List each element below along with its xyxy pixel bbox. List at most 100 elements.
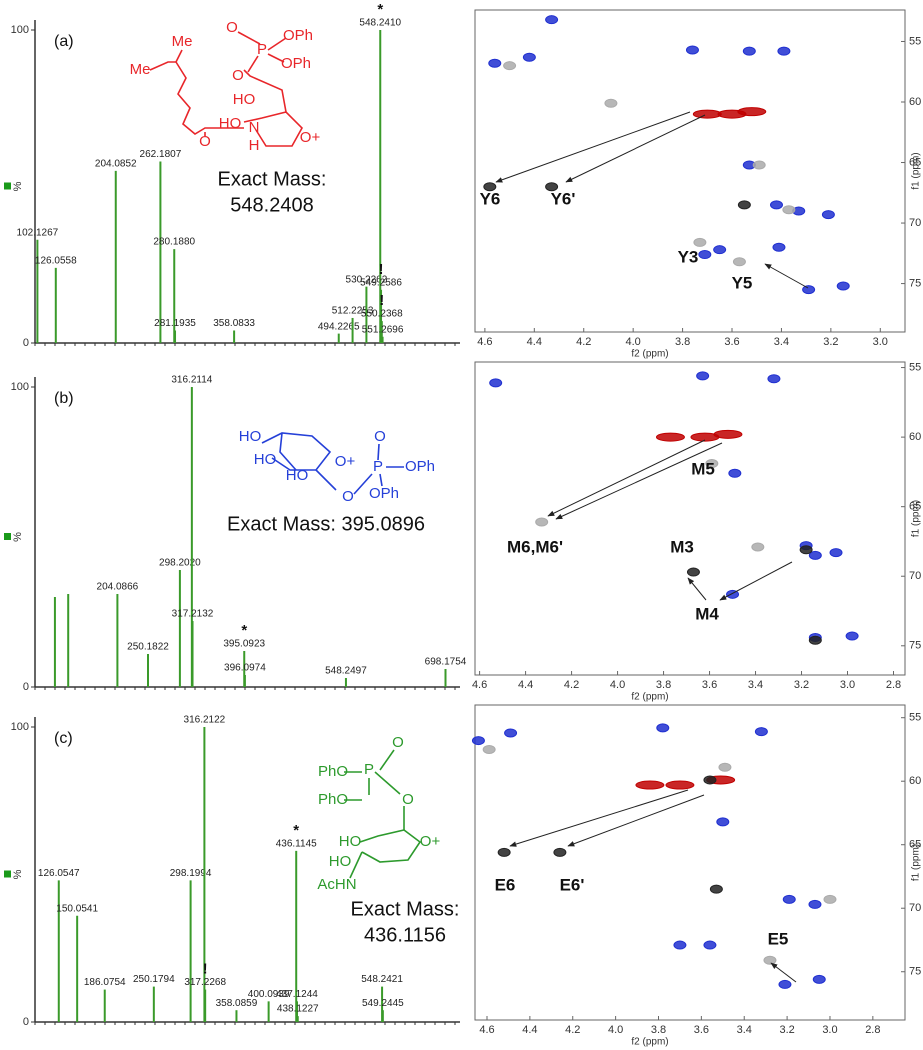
x-tick-label: 3.2 xyxy=(779,1024,794,1036)
peak-label: 548.2497 xyxy=(325,666,367,677)
peak-label: 551.2696 xyxy=(362,324,404,335)
x-tick-label: 4.6 xyxy=(477,336,492,348)
peak-label: 262.1807 xyxy=(140,149,182,160)
cross-peak xyxy=(686,567,700,577)
peak-label: 126.0558 xyxy=(35,256,77,267)
peak-label: 698.1754 xyxy=(425,657,467,668)
structure-label: HO xyxy=(233,91,256,108)
arrow xyxy=(687,577,707,601)
cross-peak xyxy=(732,257,746,267)
bond xyxy=(175,49,244,135)
peak-label: 126.0547 xyxy=(38,868,80,879)
x-tick-label: 4.4 xyxy=(527,336,542,348)
cross-peak xyxy=(778,979,792,989)
x-tick-label: 2.8 xyxy=(886,679,901,691)
cross-peak xyxy=(713,245,727,255)
arrow xyxy=(509,789,689,847)
arrow xyxy=(495,111,691,183)
cross-peak xyxy=(705,459,719,469)
bond xyxy=(267,37,287,51)
y-tick-label: 65 xyxy=(909,156,921,168)
y-axis-label: f1 (ppm) xyxy=(911,844,922,881)
structure-label: Me xyxy=(130,61,151,78)
cross-peak xyxy=(482,744,496,754)
x-axis-label: f2 (ppm) xyxy=(631,692,668,703)
arrow xyxy=(555,442,723,520)
x-tick-label: 3.8 xyxy=(651,1024,666,1036)
peak-label: 317.2268 xyxy=(184,977,226,988)
bond xyxy=(243,111,303,147)
structure-label: OPh xyxy=(369,485,399,502)
cross-peak xyxy=(703,940,717,950)
cross-peak xyxy=(483,182,497,192)
peak-label: 250.1822 xyxy=(127,642,169,653)
x-tick-label: 4.4 xyxy=(518,679,533,691)
peak-label: 204.0866 xyxy=(97,582,139,593)
x-tick-label: 3.6 xyxy=(694,1024,709,1036)
peak-mark: ! xyxy=(379,292,384,309)
exact-mass: Exact Mass: xyxy=(351,898,460,920)
cross-peak xyxy=(692,109,722,119)
x-tick-label: 3.6 xyxy=(724,336,739,348)
x-tick-label: 2.8 xyxy=(865,1024,880,1036)
peak-label: 186.0754 xyxy=(84,977,126,988)
structure-label: O xyxy=(402,791,414,808)
x-tick-label: 4.4 xyxy=(522,1024,537,1036)
structure-label: OPh xyxy=(281,55,311,72)
bond xyxy=(377,443,380,461)
bond xyxy=(247,55,259,73)
cross-peak xyxy=(777,46,791,56)
peak-mark: ! xyxy=(379,261,384,278)
cross-peak xyxy=(812,974,826,984)
peak-annotation: M4 xyxy=(695,604,719,623)
peak-label: 494.2265 xyxy=(318,321,360,332)
plot-frame xyxy=(474,9,906,333)
cross-peak xyxy=(845,631,859,641)
peak-label: 400.0939 xyxy=(248,989,290,1000)
peak-label: 281.1935 xyxy=(154,318,196,329)
structure-label: P xyxy=(364,761,374,778)
cross-peak xyxy=(655,432,685,442)
peak-label: 395.0923 xyxy=(223,639,265,650)
cross-peak xyxy=(716,817,730,827)
x-tick-label: 3.4 xyxy=(737,1024,752,1036)
x-axis-label: f2 (ppm) xyxy=(631,349,668,360)
marker-square xyxy=(4,533,11,540)
bond xyxy=(237,31,261,45)
y-axis-label: % xyxy=(12,869,24,879)
structure-label: N xyxy=(249,119,260,136)
exact-mass: Exact Mass: xyxy=(218,168,327,190)
structure-label: O xyxy=(374,428,386,445)
structure-label: HO xyxy=(239,428,262,445)
exact-mass: 548.2408 xyxy=(230,194,313,216)
cross-peak xyxy=(799,545,813,555)
structure-label: HO xyxy=(286,467,309,484)
cross-peak xyxy=(553,847,567,857)
cross-peak xyxy=(752,160,766,170)
peak-label: 548.2410 xyxy=(359,18,401,29)
cross-peak xyxy=(821,210,835,220)
bond xyxy=(353,473,373,495)
peak-annotation: M3 xyxy=(670,537,694,556)
peak-annotation: E6 xyxy=(495,875,516,894)
panel-label: (c) xyxy=(54,730,73,747)
plot-frame xyxy=(474,704,906,1021)
peak-label: 316.2122 xyxy=(184,715,226,726)
peak-mark: ! xyxy=(203,961,208,978)
x-tick-label: 4.0 xyxy=(610,679,625,691)
x-tick-label: 4.6 xyxy=(472,679,487,691)
peak-label: 316.2114 xyxy=(171,375,212,386)
y-tick-label: 55 xyxy=(909,361,921,373)
y-tick-label: 75 xyxy=(909,277,921,289)
peak-label: 317.2132 xyxy=(172,609,214,620)
y-tick-label: 100 xyxy=(11,721,29,733)
bond xyxy=(315,469,337,491)
cross-peak xyxy=(754,727,768,737)
y-tick-label: 0 xyxy=(23,337,29,349)
structure-label: O xyxy=(342,488,354,505)
cross-peak xyxy=(698,250,712,260)
y-tick-label: 60 xyxy=(909,775,921,787)
arrow xyxy=(770,962,797,983)
peak-annotation: E5 xyxy=(768,929,789,948)
structure-label: AcHN xyxy=(317,876,356,893)
